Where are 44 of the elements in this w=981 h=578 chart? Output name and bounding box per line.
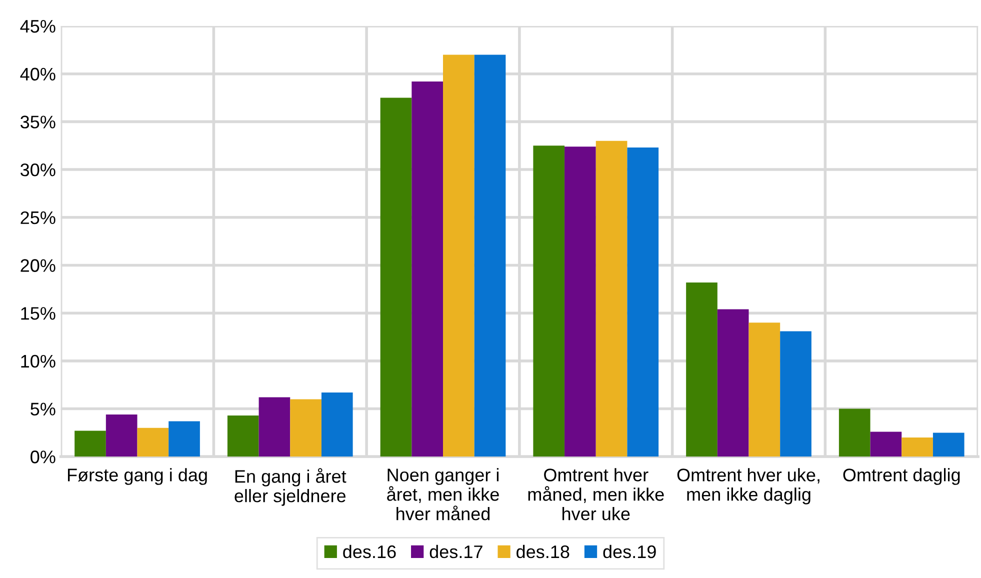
- x-tick-label: En gang i året eller sjeldnere: [234, 468, 346, 506]
- bar: [168, 421, 200, 457]
- y-tick-label: 20%: [20, 259, 56, 272]
- bar: [902, 437, 933, 457]
- y-tick-label: 40%: [20, 68, 56, 81]
- x-tick-label: Omtrent hver uke, men ikke daglig: [677, 468, 820, 504]
- y-tick-label: 30%: [20, 163, 56, 176]
- bar: [380, 98, 412, 457]
- bar: [227, 415, 259, 457]
- legend-label: des.17: [430, 544, 482, 558]
- bar: [290, 399, 322, 457]
- bar: [932, 432, 964, 457]
- bar: [838, 408, 870, 457]
- x-tick-label: Første gang i dag: [68, 468, 207, 485]
- bar: [74, 430, 106, 457]
- bar: [564, 146, 596, 457]
- bar: [474, 54, 506, 457]
- y-tick-label: 15%: [21, 307, 56, 320]
- y-tick-label: 10%: [21, 354, 56, 368]
- bar: [106, 414, 138, 457]
- x-tick-label: Omtrent daglig: [843, 468, 960, 485]
- bar: [443, 54, 474, 457]
- y-tick-label: 35%: [20, 116, 56, 128]
- bar: [412, 82, 444, 457]
- bar: [780, 331, 812, 457]
- bar: [870, 432, 902, 457]
- legend-label: des.19: [603, 544, 656, 558]
- y-tick-label: 45%: [20, 20, 56, 33]
- bar: [686, 282, 718, 457]
- x-tick-label: Omtrent hver måned, men ikke hver uke: [528, 468, 664, 520]
- bar: [533, 146, 565, 457]
- y-tick-label: 25%: [20, 211, 56, 224]
- y-tick-label: 5%: [30, 402, 56, 416]
- x-tick-label: Noen ganger i året, men ikke hver måned: [387, 468, 499, 520]
- bar: [321, 392, 353, 457]
- bar: [137, 428, 169, 457]
- y-tick-label: 0%: [30, 450, 56, 464]
- bar: [596, 140, 628, 457]
- legend-label: des.18: [516, 544, 570, 558]
- bar: [258, 397, 290, 457]
- bar: [627, 148, 659, 457]
- legend-label: des.16: [343, 544, 396, 558]
- bar: [717, 309, 749, 457]
- bar: [748, 322, 780, 457]
